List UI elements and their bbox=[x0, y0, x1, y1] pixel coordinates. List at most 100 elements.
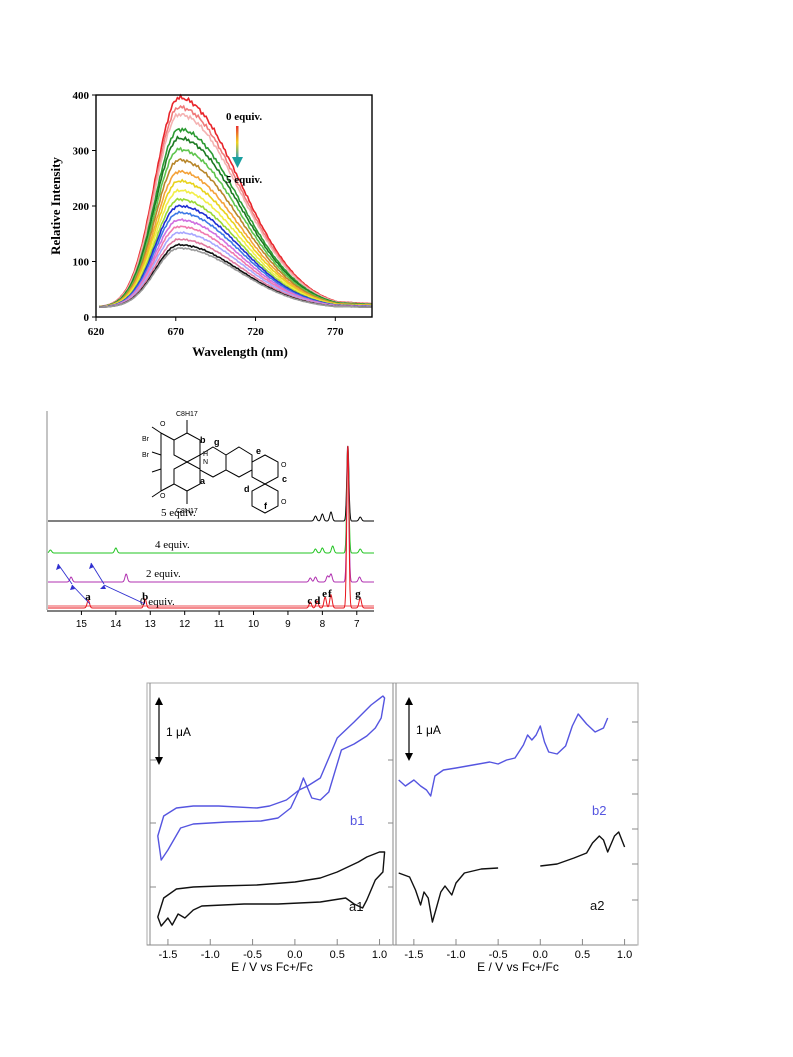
struct-o-3: O bbox=[281, 462, 287, 469]
nmr-peak-label-a: a bbox=[85, 591, 91, 603]
cv-x-tick-label: -1.0 bbox=[447, 949, 466, 961]
nmr-peak-label-e: e bbox=[322, 588, 327, 600]
scale-label-left: 1 μA bbox=[166, 725, 191, 739]
cv-right-x-label: E / V vs Fc+/Fc bbox=[477, 960, 559, 974]
struct-br-1: Br bbox=[142, 436, 150, 443]
cv-trace-b1 bbox=[157, 695, 386, 861]
struct-g: g bbox=[214, 437, 220, 447]
cv-x-tick-label: -1.5 bbox=[158, 949, 177, 961]
nmr-x-tick-label: 15 bbox=[76, 619, 88, 630]
cv-x-tick-label: 0.5 bbox=[330, 949, 345, 961]
c8h17-bottom: C8H17 bbox=[176, 508, 198, 515]
struct-f: f bbox=[264, 501, 268, 511]
nmr-x-tick-label: 12 bbox=[179, 619, 191, 630]
x-tick-label: 670 bbox=[168, 326, 185, 338]
cv-side-ticks bbox=[150, 721, 638, 901]
struct-o-2: O bbox=[160, 493, 166, 500]
cv-figure: 1 μA 1 μA b1 a1 b2 a2 -1.5 -1.0 -0.5 0.0 0.5… bbox=[146, 682, 639, 974]
y-tick-label: 200 bbox=[73, 201, 90, 213]
nmr-arrow-heads bbox=[56, 563, 106, 590]
struct-a: a bbox=[200, 476, 206, 486]
molecule-structure bbox=[151, 420, 279, 514]
nmr-series-labels: 5 equiv. 4 equiv. 2 equiv. 0 equiv. bbox=[140, 507, 196, 608]
cv-right-x-axis: -1.5 -1.0 -0.5 0.0 0.5 1.0 bbox=[393, 939, 637, 961]
annotation-start-equiv: 0 equiv. bbox=[226, 111, 262, 123]
cv-x-tick-label: 0.0 bbox=[287, 949, 302, 961]
fluorescence-y-axis: 0 100 200 300 400 bbox=[73, 90, 96, 324]
struct-o-1: O bbox=[160, 421, 166, 428]
nmr-x-tick-label: 8 bbox=[320, 619, 326, 630]
struct-o-4: O bbox=[281, 499, 287, 506]
nmr-x-tick-label: 7 bbox=[354, 619, 360, 630]
fluorescence-x-axis: 620 670 720 770 bbox=[88, 317, 344, 338]
nmr-trace-0 bbox=[48, 445, 374, 522]
nmr-peak-label-b: b bbox=[142, 591, 148, 603]
nmr-chart: 15 14 13 12 11 10 9 8 7 5 equiv. 4 equiv. 2 equiv.… bbox=[46, 411, 374, 630]
cv-x-tick-label: -1.0 bbox=[201, 949, 220, 961]
fluorescence-x-label: Wavelength (nm) bbox=[192, 344, 288, 359]
cv-trace-a1 bbox=[157, 851, 386, 927]
nmr-series-label-3: 0 equiv. bbox=[140, 596, 175, 608]
nmr-series-label-0: 5 equiv. bbox=[161, 507, 196, 519]
label-a2: a2 bbox=[590, 898, 604, 913]
nmr-trace-1 bbox=[47, 446, 374, 554]
y-tick-label: 100 bbox=[73, 257, 90, 269]
nmr-trace-2 bbox=[48, 445, 374, 583]
cv-x-tick-label: 0.5 bbox=[575, 949, 590, 961]
cv-x-tick-label: 0.0 bbox=[533, 949, 548, 961]
fluorescence-y-label: Relative Intensity bbox=[48, 157, 63, 255]
titration-arrow-shaft bbox=[236, 126, 239, 159]
nmr-peak-label-g: g bbox=[355, 588, 361, 600]
nmr-peak-labels: a b c de f g bbox=[85, 588, 361, 607]
x-tick-label: 720 bbox=[247, 326, 264, 338]
cv-x-tick-label: 1.0 bbox=[372, 949, 387, 961]
cv-x-tick-label: -1.5 bbox=[404, 949, 423, 961]
annotation-end-equiv: 5 equiv. bbox=[226, 174, 262, 186]
x-tick-label: 620 bbox=[88, 326, 105, 338]
struct-e: e bbox=[256, 446, 261, 456]
fluorescence-curves bbox=[99, 93, 373, 308]
nmr-series-label-2: 2 equiv. bbox=[146, 568, 181, 580]
label-a1: a1 bbox=[349, 899, 363, 914]
nmr-x-tick-label: 9 bbox=[285, 619, 291, 630]
struct-b: b bbox=[200, 435, 206, 445]
nmr-shift-arrows bbox=[57, 562, 146, 605]
y-tick-label: 0 bbox=[84, 312, 90, 324]
cv-x-tick-label: -0.5 bbox=[489, 949, 508, 961]
c8h17-top: C8H17 bbox=[176, 411, 198, 418]
cv-x-tick-label: -0.5 bbox=[243, 949, 262, 961]
nmr-peak-label-c: c bbox=[307, 595, 312, 607]
nmr-x-tick-label: 11 bbox=[214, 619, 225, 630]
x-tick-label: 770 bbox=[327, 326, 344, 338]
struct-n-top: N bbox=[203, 459, 208, 466]
struct-c: c bbox=[282, 474, 287, 484]
cv-trace-a2-pos bbox=[540, 831, 626, 867]
cv-left-x-axis: -1.5 -1.0 -0.5 0.0 0.5 1.0 bbox=[147, 939, 392, 961]
y-tick-label: 400 bbox=[73, 90, 90, 102]
cv-trace-a2-neg bbox=[398, 867, 499, 923]
cv-trace-b2 bbox=[398, 713, 609, 797]
cv-panel-right bbox=[398, 713, 626, 923]
titration-arrow-head bbox=[232, 157, 243, 168]
struct-br-2: Br bbox=[142, 452, 150, 459]
struct-h-top: H bbox=[203, 451, 208, 458]
struct-d: d bbox=[244, 484, 250, 494]
fluorescence-chart: 0 100 200 300 400 620 670 720 770 Wavelength (n… bbox=[48, 90, 373, 359]
y-tick-label: 300 bbox=[73, 146, 90, 158]
label-b1: b1 bbox=[350, 813, 364, 828]
nmr-trace-3 bbox=[48, 445, 374, 609]
nmr-x-tick-label: 10 bbox=[248, 619, 260, 630]
nmr-x-axis: 15 14 13 12 11 10 9 8 7 bbox=[76, 611, 360, 630]
spectrum-series-18 bbox=[99, 247, 372, 308]
cv-panel-left bbox=[157, 695, 386, 927]
cv-x-tick-label: 1.0 bbox=[617, 949, 632, 961]
nmr-x-tick-label: 13 bbox=[145, 619, 157, 630]
nmr-x-tick-label: 14 bbox=[110, 619, 122, 630]
nmr-traces bbox=[47, 445, 374, 609]
molecule-labels: C8H17 C8H17 b H N g e Br Br O O O O c a … bbox=[142, 411, 287, 515]
label-b2: b2 bbox=[592, 803, 606, 818]
nmr-series-label-1: 4 equiv. bbox=[155, 539, 190, 551]
nmr-peak-label-d: d bbox=[314, 595, 320, 607]
cv-left-x-label: E / V vs Fc+/Fc bbox=[231, 960, 313, 974]
